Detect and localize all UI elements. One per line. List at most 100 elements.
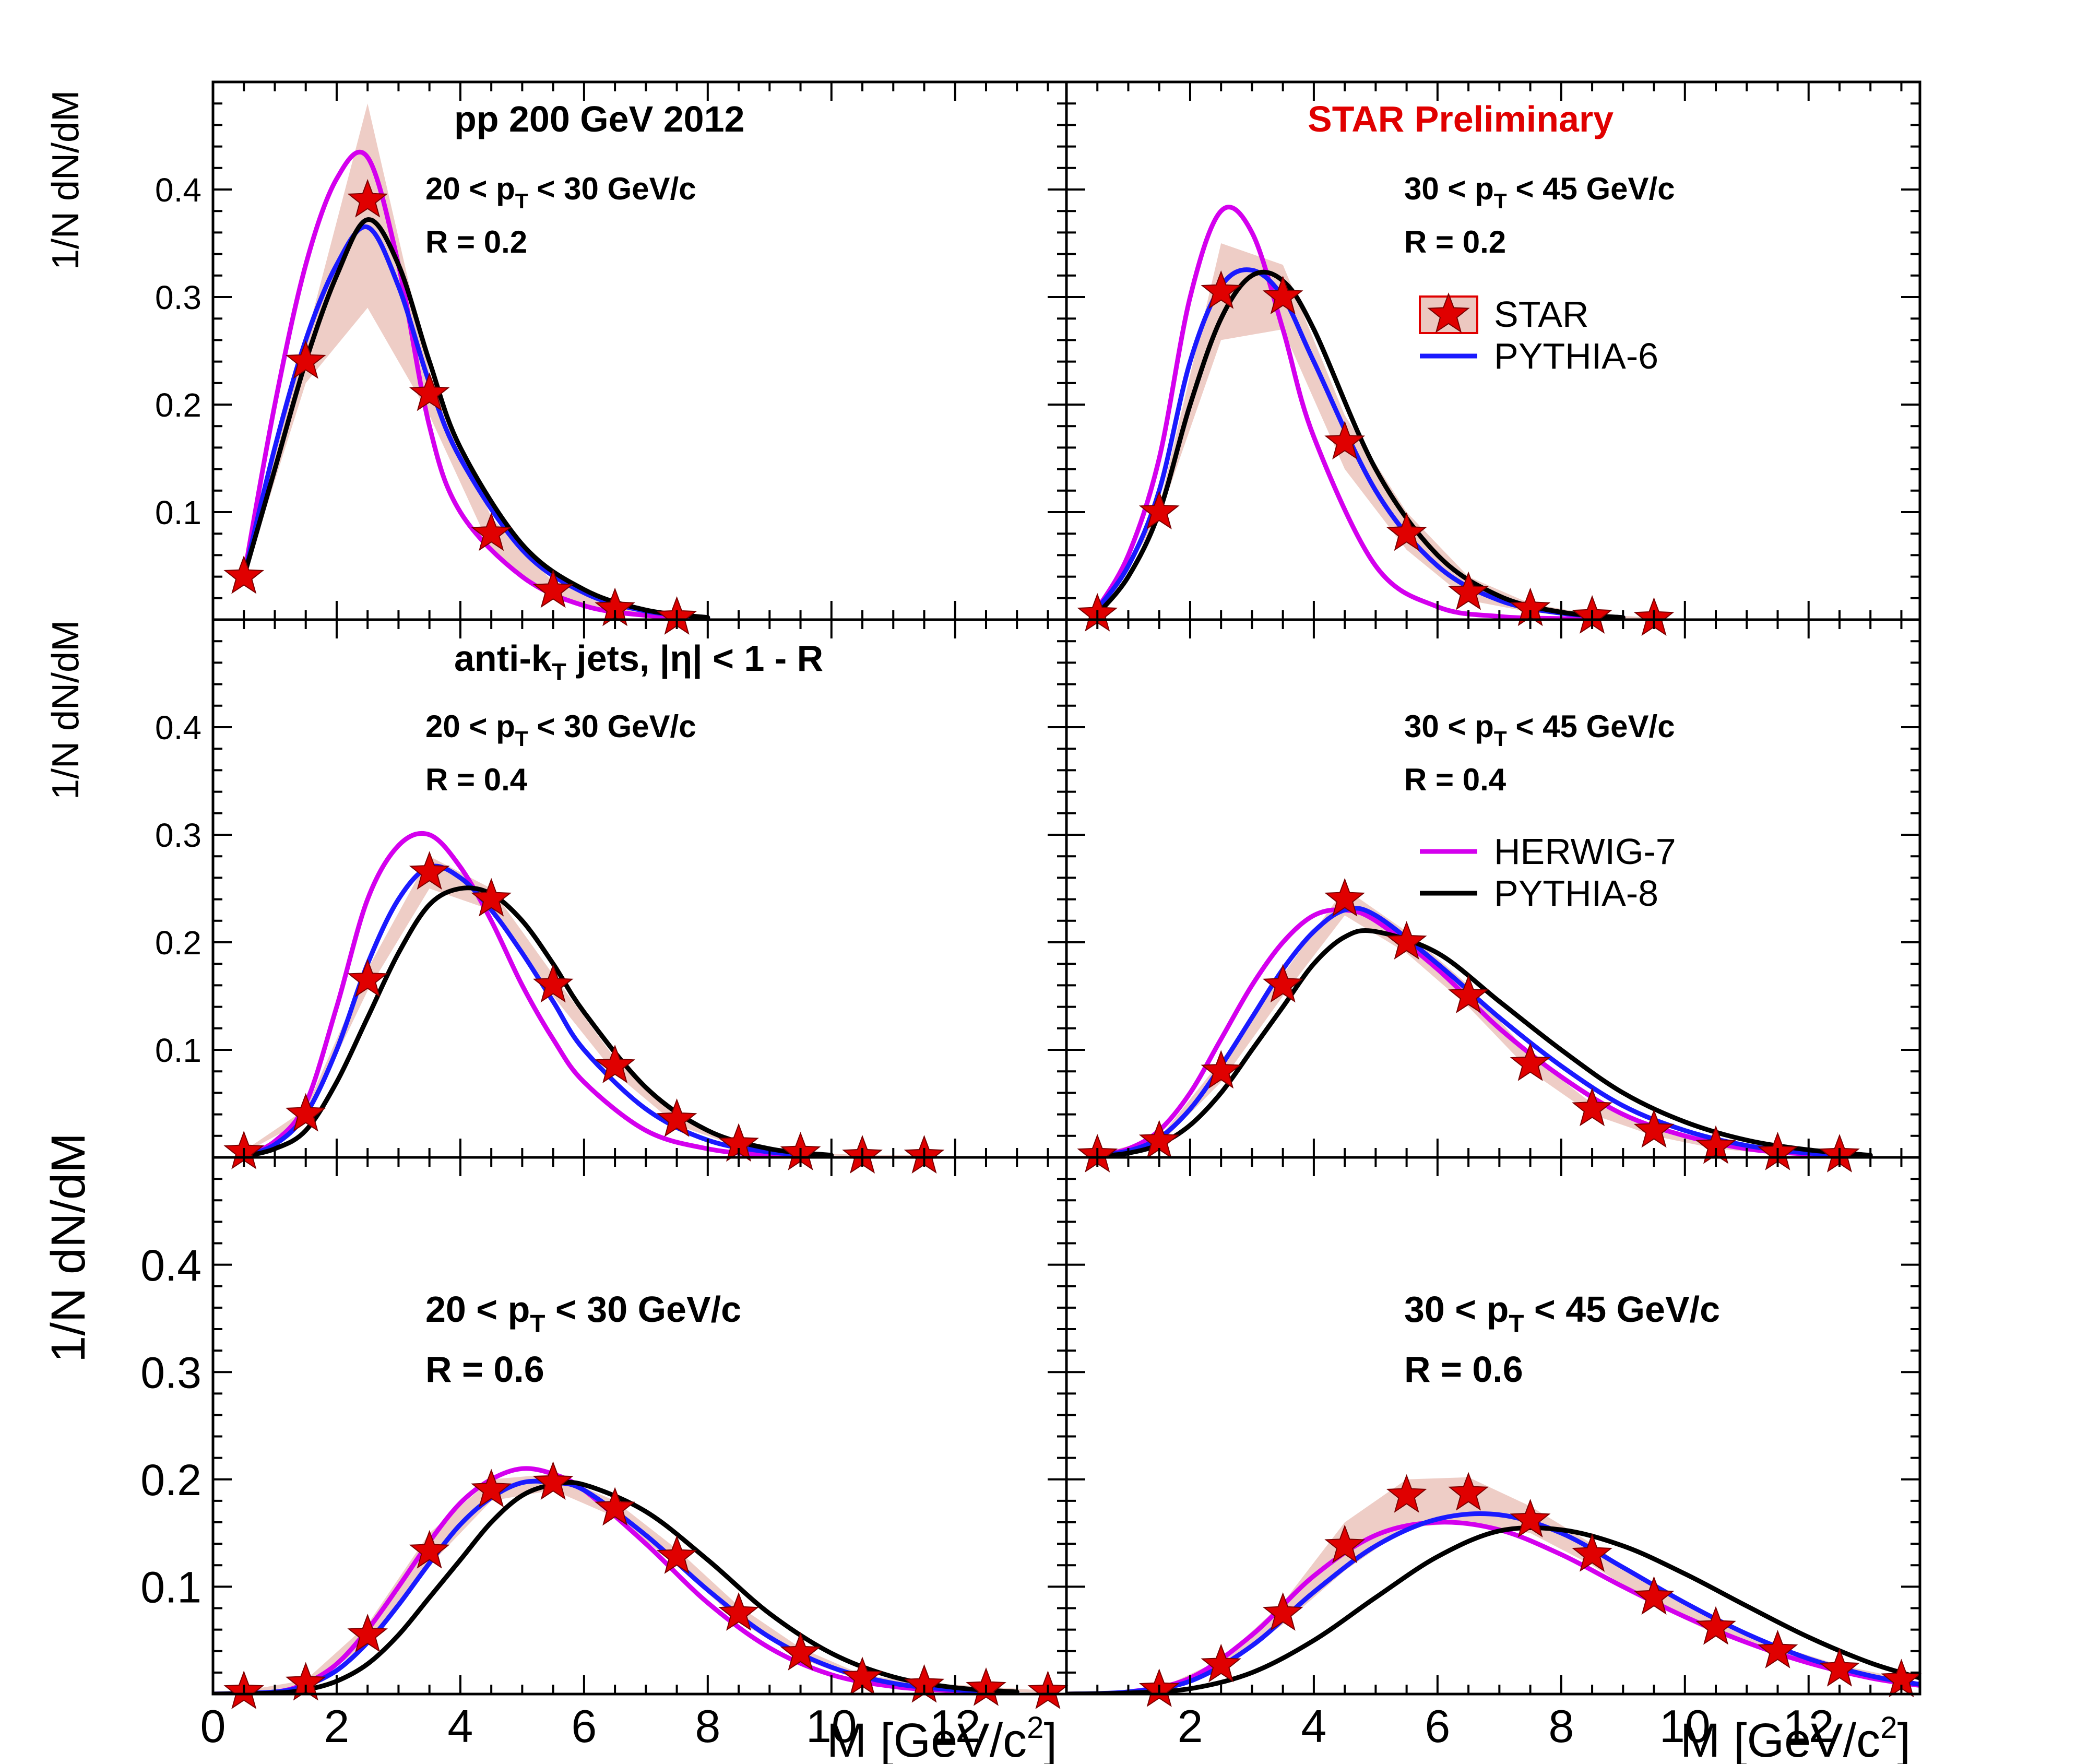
pythia6-curve — [1095, 906, 1873, 1157]
star-data-point — [471, 878, 512, 917]
star-data-point — [656, 1535, 697, 1574]
star-data-point — [1201, 1050, 1242, 1089]
star-systematic-band — [244, 1474, 1048, 1693]
star-data-point — [409, 851, 450, 890]
x-axis-label-right-sup: 2 — [1880, 1711, 1897, 1745]
y-tick-label: 0.3 — [155, 279, 201, 316]
pt-range-main: 20 < p — [425, 171, 515, 206]
y-tick-label: 0.3 — [140, 1348, 201, 1397]
pythia8-curve — [1095, 928, 1873, 1157]
legend-star-marker — [1427, 292, 1470, 333]
pt-range-label: 20 < pT < 30 GeV/c — [425, 171, 696, 213]
jet-definition-label: anti-kT jets, |η| < 1 - R — [454, 638, 823, 685]
panel-frame — [1065, 618, 1921, 1159]
pt-range-sub: T — [515, 727, 528, 751]
star-data-point — [595, 1487, 635, 1526]
x-tick-label: 0 — [200, 1700, 226, 1752]
star-data-point — [1819, 1648, 1860, 1687]
star-data-point — [285, 340, 326, 379]
pythia6-curve — [1066, 1511, 1920, 1694]
legend-pythia8-label: PYTHIA-8 — [1494, 873, 1658, 914]
pythia8-curve — [241, 217, 710, 620]
legend-star-label: STAR — [1494, 294, 1589, 335]
preliminary-label: STAR Preliminary — [1308, 99, 1614, 139]
herwig7-curve — [241, 831, 834, 1157]
r-label: R = 0.6 — [1404, 1349, 1523, 1390]
star-data-point — [1757, 1629, 1798, 1668]
star-data-point — [1201, 270, 1242, 309]
pt-range-sub: T — [1494, 727, 1507, 751]
pt-range-rest: < 30 GeV/c — [528, 709, 696, 744]
x-tick-label: 6 — [571, 1700, 597, 1752]
pt-range-rest: < 30 GeV/c — [545, 1289, 741, 1330]
y-tick-label: 0.1 — [140, 1563, 201, 1612]
star-data-point — [1510, 1499, 1551, 1538]
x-tick-label: 10 — [806, 1700, 857, 1752]
x-axis-label-right: M [GeV/c2] — [1680, 1711, 1911, 1764]
pt-range-sub: T — [1494, 189, 1507, 213]
panel-1: 0.10.20.30.4 20 < pT < 30 GeV/cR = 0.2 — [155, 80, 1068, 635]
x-tick-label: 4 — [447, 1700, 473, 1752]
star-data-point — [1572, 1533, 1612, 1572]
star-data-point — [409, 372, 450, 411]
jet-def-sub: T — [552, 658, 566, 685]
pt-range-sub: T — [530, 1310, 545, 1338]
star-data-point — [409, 1530, 450, 1569]
y-tick-label: 0.4 — [155, 709, 201, 747]
pt-range-sub: T — [515, 189, 528, 213]
star-data-point — [1262, 1592, 1303, 1631]
pt-range-main: 20 < p — [425, 709, 515, 744]
x-tick-label: 10 — [1659, 1700, 1711, 1752]
star-data-point — [1201, 1643, 1242, 1683]
r-label: R = 0.2 — [1404, 224, 1506, 259]
x-axis-label-left-sup: 2 — [1027, 1711, 1043, 1745]
star-data-point — [1448, 975, 1489, 1013]
pt-range-label: 30 < pT < 45 GeV/c — [1404, 1289, 1720, 1338]
herwig7-curve — [1095, 205, 1626, 620]
r-label: R = 0.4 — [1404, 762, 1506, 797]
star-data-point — [347, 179, 388, 218]
pt-range-rest: < 45 GeV/c — [1524, 1289, 1720, 1330]
pt-range-label: 20 < pT < 30 GeV/c — [425, 709, 696, 751]
panel-frame — [211, 80, 1068, 621]
star-data-point — [656, 1098, 697, 1137]
star-data-point — [471, 1469, 512, 1508]
experiment-label: pp 200 GeV 2012 — [454, 99, 744, 139]
y-axis-label-top: 1/N dN/dM — [45, 90, 87, 270]
x-tick-label: 4 — [1301, 1700, 1326, 1752]
star-data-point — [532, 1461, 574, 1500]
panel-3: 0.10.20.30.4 20 < pT < 30 GeV/cR = 0.4 — [155, 618, 1068, 1174]
star-data-point — [347, 958, 388, 998]
x-axis-label-left-close: ] — [1043, 1714, 1057, 1764]
x-tick-label: 8 — [1548, 1700, 1574, 1752]
y-tick-label: 0.4 — [155, 171, 201, 209]
legend-herwig7-label: HERWIG-7 — [1494, 831, 1676, 872]
star-data-point — [1386, 512, 1427, 551]
pt-range-main: 30 < p — [1404, 1289, 1509, 1330]
herwig7-curve — [241, 149, 710, 620]
pt-range-sub: T — [1509, 1310, 1524, 1338]
star-systematic-band — [1097, 243, 1654, 619]
panel-frame — [1065, 1156, 1921, 1696]
pt-range-label: 30 < pT < 45 GeV/c — [1404, 709, 1675, 751]
x-tick-label: 2 — [324, 1700, 349, 1752]
pt-range-label: 20 < pT < 30 GeV/c — [425, 1289, 741, 1338]
y-tick-label: 0.3 — [155, 816, 201, 854]
star-systematic-band — [244, 103, 677, 619]
star-data-point — [1448, 571, 1489, 610]
r-label: R = 0.4 — [425, 762, 528, 797]
star-data-point — [1262, 276, 1303, 314]
y-tick-label: 0.4 — [140, 1241, 201, 1290]
star-data-point — [1324, 1524, 1366, 1564]
legend: STAR PYTHIA-6 HERWIG-7 PYTHIA-8 — [1419, 292, 1676, 914]
herwig7-curve — [1066, 1520, 1920, 1694]
x-axis-label-left-main: M [GeV/c — [827, 1714, 1027, 1764]
x-tick-label: 12 — [1783, 1700, 1834, 1752]
x-tick-label: 8 — [695, 1700, 720, 1752]
legend-pythia6-label: PYTHIA-6 — [1494, 336, 1658, 376]
y-tick-label: 0.2 — [140, 1455, 201, 1505]
herwig7-curve — [1095, 907, 1873, 1157]
pt-range-main: 30 < p — [1404, 171, 1494, 206]
